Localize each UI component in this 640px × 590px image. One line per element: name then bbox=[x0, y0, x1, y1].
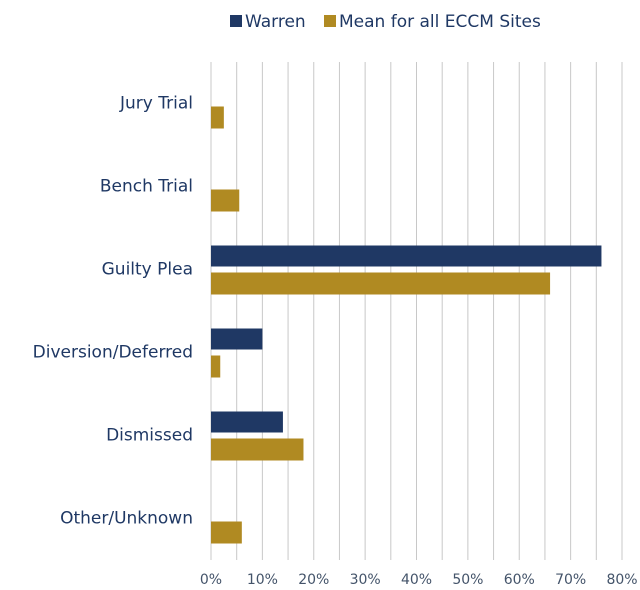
x-tick-label: 60% bbox=[504, 572, 535, 588]
bar bbox=[211, 438, 304, 461]
bar bbox=[211, 411, 283, 433]
legend-swatch bbox=[230, 15, 242, 27]
category-label: Other/Unknown bbox=[60, 509, 193, 529]
x-tick-label: 20% bbox=[298, 572, 329, 588]
legend-label: Mean for all ECCM Sites bbox=[339, 12, 541, 32]
x-tick-label: 0% bbox=[200, 572, 222, 588]
category-label: Jury Trial bbox=[119, 94, 193, 114]
legend-swatch bbox=[324, 15, 336, 27]
category-label: Bench Trial bbox=[100, 177, 193, 197]
legend-label: Warren bbox=[245, 12, 306, 32]
category-label: Diversion/Deferred bbox=[33, 343, 193, 363]
bar bbox=[211, 245, 602, 267]
bar bbox=[211, 521, 242, 544]
x-tick-label: 70% bbox=[555, 572, 586, 588]
bar bbox=[211, 355, 221, 378]
x-tick-label: 30% bbox=[350, 572, 381, 588]
x-tick-label: 50% bbox=[452, 572, 483, 588]
x-tick-label: 80% bbox=[606, 572, 637, 588]
bar bbox=[211, 272, 551, 295]
category-label: Guilty Plea bbox=[102, 260, 193, 280]
category-label: Dismissed bbox=[106, 426, 193, 446]
bar bbox=[211, 106, 224, 129]
x-tick-label: 10% bbox=[247, 572, 278, 588]
x-tick-label: 40% bbox=[401, 572, 432, 588]
bar bbox=[211, 328, 263, 350]
bar bbox=[211, 189, 240, 212]
